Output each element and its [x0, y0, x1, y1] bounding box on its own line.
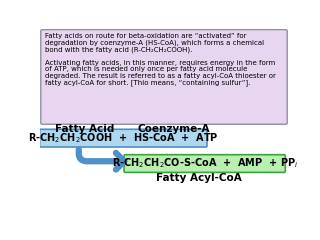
- Text: degradation by coenzyme-A (HS-CoA), which forms a chemical: degradation by coenzyme-A (HS-CoA), whic…: [45, 40, 265, 47]
- Text: Fatty Acid: Fatty Acid: [55, 124, 115, 133]
- Text: degraded. The result is referred to as a fatty acyl-CoA thioester or: degraded. The result is referred to as a…: [45, 73, 276, 79]
- Text: Fatty acids on route for beta-oxidation are “activated” for: Fatty acids on route for beta-oxidation …: [45, 33, 247, 39]
- Text: of ATP, which is needed only once per fatty acid molecule: of ATP, which is needed only once per fa…: [45, 66, 248, 72]
- FancyBboxPatch shape: [40, 129, 207, 147]
- Text: Fatty Acyl-CoA: Fatty Acyl-CoA: [156, 173, 242, 183]
- Text: R-CH$_2$CH$_2$COOH  +  HS-CoA  +  ATP: R-CH$_2$CH$_2$COOH + HS-CoA + ATP: [28, 131, 218, 145]
- FancyBboxPatch shape: [124, 155, 285, 172]
- FancyArrowPatch shape: [79, 149, 124, 170]
- Text: R-CH$_2$CH$_2$CO-S-CoA  +  AMP  + PP$_i$: R-CH$_2$CH$_2$CO-S-CoA + AMP + PP$_i$: [112, 156, 298, 170]
- FancyBboxPatch shape: [41, 30, 287, 124]
- Text: bond with the fatty acid (R-CH₂CH₂COOH).: bond with the fatty acid (R-CH₂CH₂COOH).: [45, 47, 193, 53]
- Text: Activating fatty acids, in this manner, requires energy in the form: Activating fatty acids, in this manner, …: [45, 60, 276, 66]
- Text: Coenzyme-A: Coenzyme-A: [137, 124, 210, 133]
- Text: fatty acyl-CoA for short. [Thio means, “containing sulfur”].: fatty acyl-CoA for short. [Thio means, “…: [45, 79, 251, 86]
